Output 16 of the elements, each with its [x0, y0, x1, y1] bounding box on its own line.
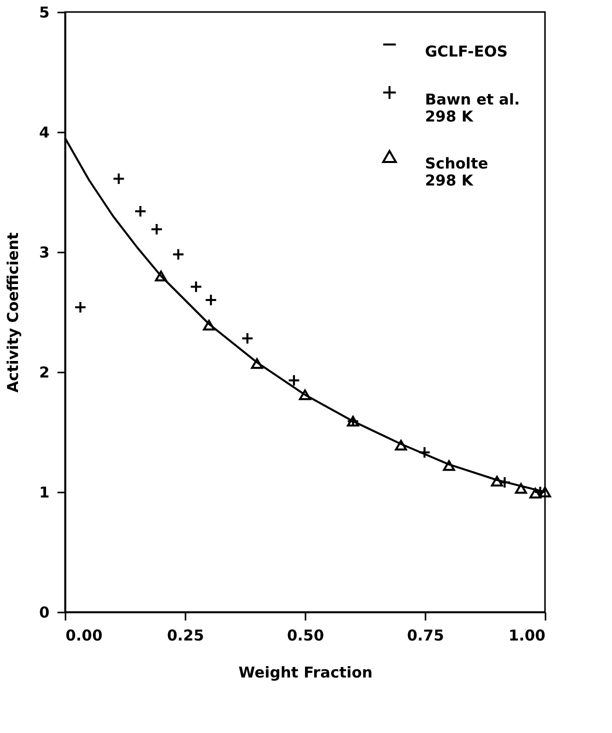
y-tick-label: 1: [39, 484, 50, 502]
y-axis-title: Activity Coefficient: [4, 232, 22, 393]
y-tick-label: 5: [39, 4, 50, 22]
x-tick-label: 0.75: [406, 626, 444, 644]
x-tick-label: 0.00: [66, 626, 103, 644]
y-tick-label: 2: [39, 364, 50, 382]
x-tick-label: 0.25: [166, 626, 204, 644]
y-tick-label: 0: [39, 604, 50, 622]
x-tick-label: 0.50: [286, 626, 324, 644]
legend-label: Bawn et al. 298 K: [425, 90, 520, 126]
x-axis-title: Weight Fraction: [238, 664, 373, 682]
x-tick-label: 1.00: [508, 626, 546, 644]
legend-label: Scholte 298 K: [425, 154, 488, 190]
y-tick-label: 4: [39, 124, 50, 142]
y-tick-label: 3: [39, 244, 50, 262]
legend-label: GCLF-EOS: [425, 42, 508, 60]
